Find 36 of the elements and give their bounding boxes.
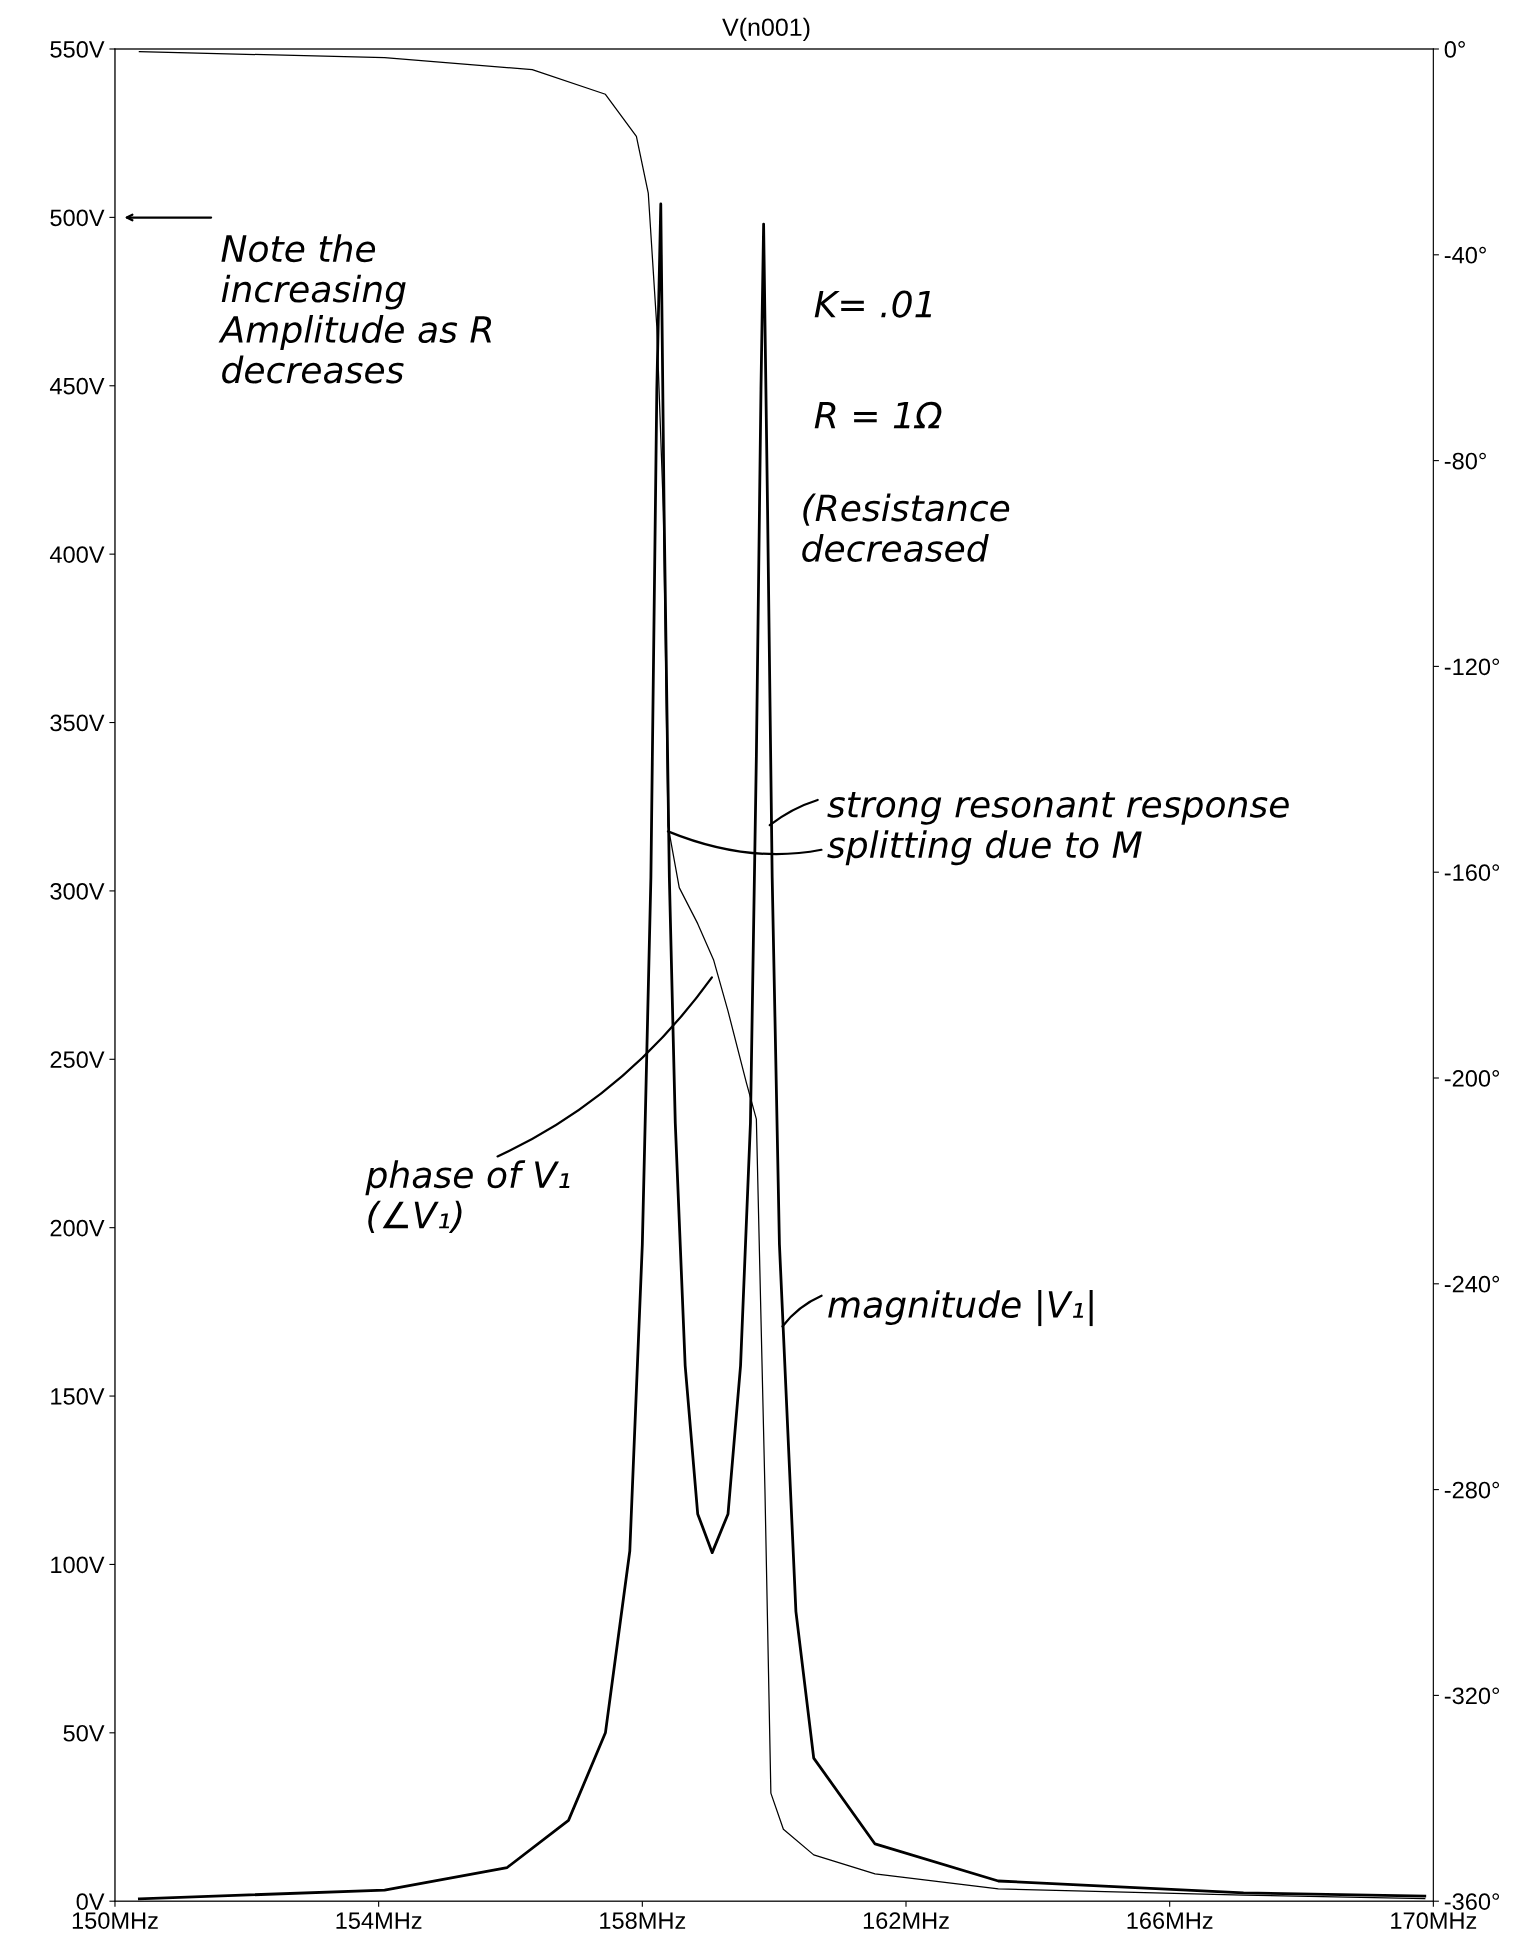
y2-tick-label: -240° [1444, 1275, 1500, 1293]
y-tick-label: 500V [50, 209, 105, 227]
y2-tick-label: -160° [1444, 864, 1500, 881]
annotation: K= .01 [814, 290, 932, 318]
y-tick-label: 250V [50, 1051, 105, 1069]
x-tick-label: 170MHz [1391, 1912, 1477, 1929]
y-tick-label: 350V [50, 714, 105, 732]
x-tick-label: 158MHz [600, 1912, 686, 1929]
x-tick-label: 154MHz [336, 1912, 422, 1929]
y-tick-label: 550V [50, 41, 105, 58]
x-tick-label: 150MHz [72, 1912, 158, 1929]
annotation: phase of V₁ (∠V₁) [365, 1160, 570, 1233]
y-tick-label: 200V [50, 1219, 105, 1237]
y-tick-label: 300V [50, 882, 105, 900]
annotation: (Resistance decreased [802, 493, 1010, 562]
annotation: strong resonant response splitting due to M [827, 791, 1289, 866]
y2-tick-label: -80° [1444, 452, 1486, 470]
y2-tick-label: -40° [1444, 246, 1486, 264]
chart-title: V(n001) [722, 17, 810, 42]
x-tick-label: 166MHz [1127, 1912, 1213, 1929]
y-tick-label: 450V [49, 377, 105, 395]
y-tick-label: 400V [49, 546, 105, 563]
annotation: magnitude |V₁| [828, 1289, 1093, 1327]
y2-tick-label: -360° [1444, 1893, 1500, 1910]
y-tick-label: 0V [76, 1893, 105, 1910]
y2-tick-label: -200° [1444, 1070, 1500, 1087]
y2-tick-label: -280° [1444, 1481, 1500, 1499]
x-tick-label: 162MHz [863, 1912, 949, 1929]
y-tick-label: 100V [51, 1556, 105, 1574]
y2-tick-label: -120° [1444, 658, 1500, 676]
annotation: R = 1Ω [814, 401, 942, 429]
y-tick-label: 150V [51, 1388, 105, 1405]
y2-tick-label: 0° [1444, 41, 1465, 58]
annotation: Note the increasing Amplitude as R decreases [218, 234, 492, 384]
y-tick-label: 50V [63, 1724, 105, 1742]
y2-tick-label: -320° [1444, 1687, 1500, 1705]
